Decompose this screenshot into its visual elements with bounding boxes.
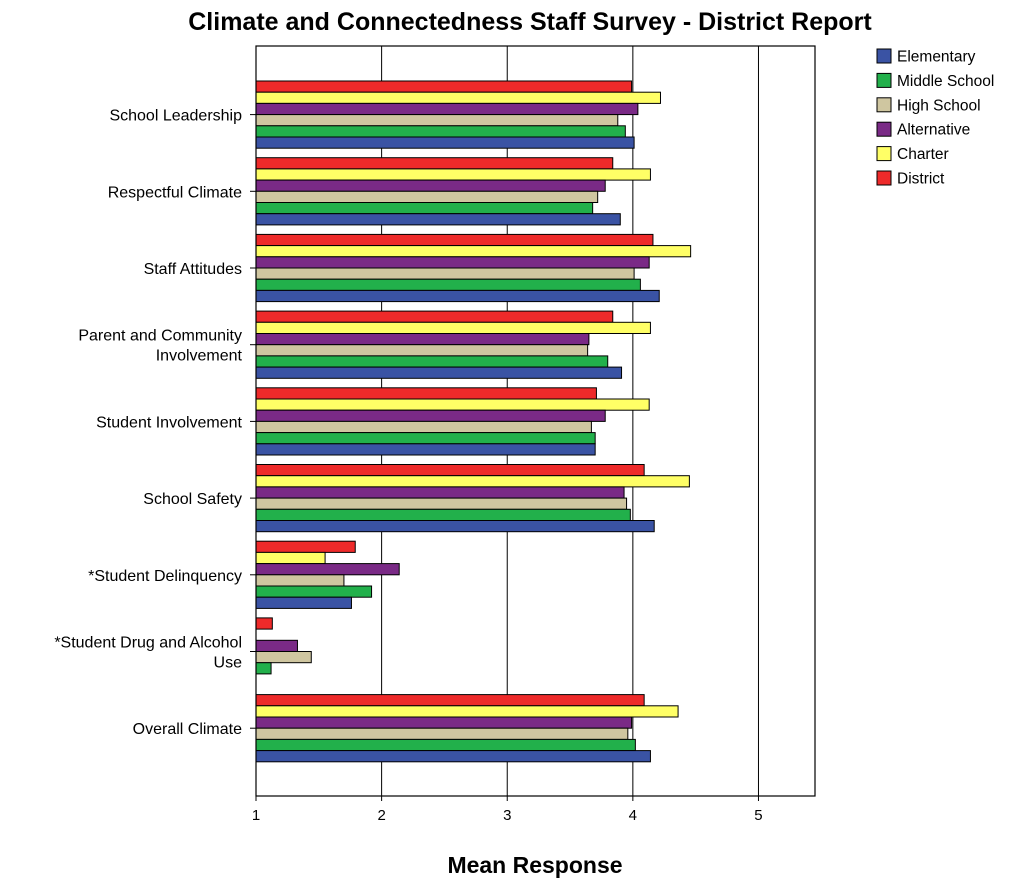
bar-elementary — [255, 289, 660, 303]
bar-district — [255, 387, 597, 400]
x-axis-label: Mean Response — [447, 852, 622, 878]
bar-high-school — [255, 497, 628, 510]
legend-label: Charter — [897, 146, 949, 163]
bar-alternative — [255, 563, 400, 576]
category-label: Staff Attitudes — [144, 261, 242, 278]
bar-charter — [255, 398, 650, 411]
bar-alternative — [255, 716, 633, 729]
bar-high-school — [255, 574, 345, 587]
category-label: School Leadership — [109, 108, 242, 125]
x-tick-label: 3 — [503, 807, 511, 824]
bar-middle-school — [255, 355, 609, 368]
bar-alternative — [255, 639, 298, 652]
bar-alternative — [255, 333, 590, 346]
x-tick-label: 1 — [252, 807, 260, 824]
bar-high-school — [255, 344, 589, 357]
category-label: Student Involvement — [96, 414, 242, 431]
bar-charter — [255, 551, 326, 565]
bar-alternative — [255, 102, 639, 116]
bar-district — [255, 464, 645, 477]
bar-middle-school — [255, 278, 641, 291]
legend: Elementary Middle School High School Altern… — [876, 48, 994, 188]
bar-high-school — [255, 727, 629, 740]
category-label: Parent and Community — [78, 328, 242, 345]
category-label: *Student Delinquency — [88, 568, 242, 585]
bar-elementary — [255, 443, 596, 456]
bar-alternative — [255, 409, 606, 422]
bar-district — [255, 617, 273, 630]
bar-district — [255, 694, 645, 707]
bar-middle-school — [255, 125, 626, 138]
category-label: Respectful Climate — [108, 184, 242, 201]
bar-alternative — [255, 256, 650, 269]
legend-swatch — [876, 170, 892, 186]
bar-high-school — [255, 114, 619, 127]
bar-middle-school — [255, 432, 596, 445]
bar-elementary — [255, 520, 655, 533]
bars — [255, 80, 692, 763]
bar-elementary — [255, 750, 651, 763]
legend-swatch — [876, 97, 892, 113]
bar-charter — [255, 705, 679, 718]
bar-high-school — [255, 190, 599, 204]
bar-charter — [255, 321, 651, 334]
y-axis-categories: School Leadership Respectful Climate Staff… — [54, 108, 256, 738]
bar-middle-school — [255, 202, 594, 215]
bar-alternative — [255, 179, 606, 192]
legend-label: Alternative — [897, 122, 970, 139]
legend-swatch — [876, 146, 892, 162]
x-tick-label: 5 — [754, 807, 762, 824]
legend-label: Middle School — [897, 73, 994, 90]
bar-charter — [255, 245, 692, 258]
category-label: School Safety — [143, 491, 242, 508]
bar-district — [255, 310, 614, 323]
bar-district — [255, 80, 633, 93]
x-axis-ticks: 1 2 3 4 5 — [252, 796, 763, 824]
legend-swatch — [876, 72, 892, 88]
bar-district — [255, 233, 654, 247]
bar-high-school — [255, 420, 592, 434]
bar-charter — [255, 91, 661, 104]
category-label: Use — [214, 655, 243, 672]
bar-high-school — [255, 651, 312, 664]
bar-alternative — [255, 486, 625, 499]
bar-middle-school — [255, 585, 373, 598]
legend-swatch — [876, 121, 892, 137]
bar-elementary — [255, 136, 635, 149]
category-label: Overall Climate — [133, 721, 242, 738]
category-label: *Student Drug and Alcohol — [54, 635, 242, 652]
bar-district — [255, 540, 356, 553]
category-label: Involvement — [156, 348, 243, 365]
bar-middle-school — [255, 738, 636, 752]
legend-label: District — [897, 171, 945, 188]
legend-label: Elementary — [897, 49, 976, 66]
bar-middle-school — [255, 508, 631, 521]
bar-charter — [255, 168, 651, 181]
bar-elementary — [255, 366, 623, 379]
legend-swatch — [876, 48, 892, 64]
bar-high-school — [255, 267, 635, 280]
x-tick-label: 4 — [629, 807, 637, 824]
bar-elementary — [255, 213, 621, 226]
chart-title: Climate and Connectedness Staff Survey -… — [188, 8, 872, 36]
legend-label: High School — [897, 97, 981, 114]
bar-middle-school — [255, 662, 272, 675]
bar-elementary — [255, 596, 352, 609]
x-tick-label: 2 — [377, 807, 385, 824]
bar-district — [255, 157, 614, 170]
bar-charter — [255, 475, 690, 488]
